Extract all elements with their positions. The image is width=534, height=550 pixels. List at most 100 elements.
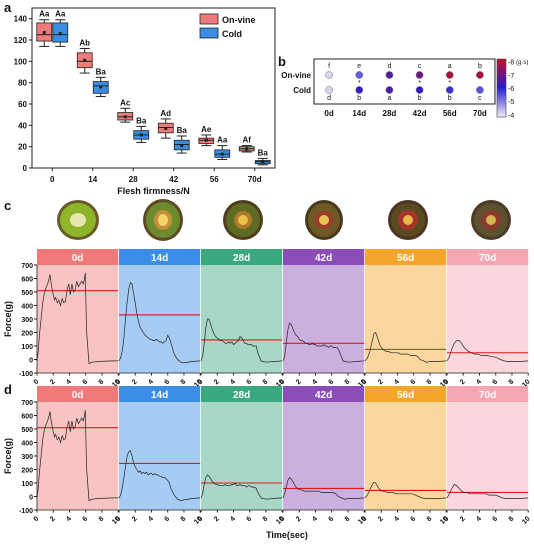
- x-tick-label: 2: [377, 515, 385, 523]
- colorbar-step: [497, 70, 506, 74]
- significance-letter: Ac: [120, 98, 131, 107]
- x-tick-label: 6: [245, 515, 253, 523]
- mean-marker: [99, 85, 103, 89]
- panel-title-0d: 0d: [72, 253, 84, 264]
- panel-label-d: d: [4, 382, 12, 397]
- x-tick-label: 10: [275, 378, 286, 389]
- x-tick-label: 4: [393, 515, 401, 523]
- y-tick-label: 0: [29, 358, 33, 365]
- x-tick-label: 2: [131, 378, 139, 386]
- colorbar-step: [497, 101, 506, 104]
- x-tick-label: 10: [193, 378, 204, 389]
- y-tick-label-a: 60: [18, 100, 27, 109]
- y-tick-label-a: 40: [18, 121, 27, 130]
- y-axis-label: Force(g): [3, 438, 13, 474]
- x-tick-label: 6: [163, 515, 171, 523]
- panel-bg-14d: [119, 265, 201, 373]
- panel-title-28d: 28d: [233, 253, 250, 264]
- colorbar-step: [497, 78, 506, 81]
- panel-bg-70d: [447, 265, 529, 373]
- x-tick-label: 4: [311, 515, 319, 523]
- mean-marker: [42, 31, 46, 35]
- plot-frame-a: [31, 7, 276, 169]
- panel-title-56d: 56d: [397, 253, 414, 264]
- colorbar-step: [497, 68, 506, 72]
- y-tick-label: 300: [21, 317, 33, 324]
- heatmap-cell: [325, 86, 333, 94]
- significance-letter: Ba: [136, 116, 147, 125]
- panel-title-70d: 70d: [479, 253, 496, 264]
- colorbar-step: [497, 59, 506, 62]
- x-tick-label: 6: [491, 515, 499, 523]
- colorbar-step: [497, 111, 506, 114]
- heatmap-star: *: [418, 80, 421, 87]
- heatmap-frame: [313, 58, 496, 105]
- panel-title-28d: 28d: [233, 390, 250, 401]
- panel-label-a: a: [4, 0, 12, 15]
- heatmap-column-label: 0d: [324, 109, 333, 118]
- panel-bg-42d: [283, 402, 365, 510]
- x-tick-label: 2: [49, 378, 57, 386]
- panel-bg-0d: [37, 265, 119, 373]
- significance-letter: Aa: [217, 136, 228, 145]
- panel-title-0d: 0d: [72, 390, 84, 401]
- y-tick-label-a: 140: [14, 15, 28, 24]
- y-tick-label: 400: [21, 441, 33, 448]
- x-tick-label-a: 14: [88, 175, 97, 184]
- panel-bg-28d: [201, 402, 283, 510]
- x-tick-label: 10: [111, 378, 122, 389]
- x-tick-label: 8: [180, 515, 188, 523]
- x-tick-label: 2: [213, 515, 221, 523]
- significance-letter: Ba: [258, 148, 269, 157]
- force-curve-42d: [282, 322, 365, 363]
- force-curve-70d: [446, 340, 529, 362]
- x-tick-label: 8: [344, 378, 352, 386]
- panel-title-42d: 42d: [315, 253, 332, 264]
- force-curve-42d: [282, 477, 365, 500]
- y-tick-label: 200: [21, 468, 33, 475]
- panel-header-14d: [119, 249, 201, 265]
- colorbar-step: [497, 86, 506, 89]
- mean-marker: [180, 144, 184, 148]
- x-tick-label: 6: [81, 378, 89, 386]
- y-tick-label: 700: [21, 400, 33, 407]
- panel-header-56d: [365, 386, 447, 402]
- mean-marker: [139, 133, 143, 137]
- y-tick-label-a: 20: [18, 143, 27, 152]
- y-tick-label-a: 120: [14, 36, 28, 45]
- mean-marker: [123, 115, 127, 119]
- colorbar-step: [497, 88, 506, 91]
- panel-bg-56d: [365, 402, 447, 510]
- panel-label-b: b: [278, 54, 286, 69]
- x-tick-label: 0: [197, 515, 205, 523]
- x-tick-label: 4: [65, 515, 73, 523]
- heatmap-b: On-vine Cold f d 0d e * b 14d d a 28d c * b 42d a * b 56d b c…: [281, 58, 528, 119]
- x-tick-label: 0: [443, 378, 451, 386]
- x-tick-label: 8: [180, 378, 188, 386]
- x-tick-label: 8: [508, 378, 516, 386]
- mean-marker: [204, 138, 208, 142]
- mean-marker: [83, 58, 87, 62]
- colorbar-step: [497, 82, 506, 85]
- heatmap-cell: [476, 71, 484, 79]
- x-tick-label: 8: [262, 515, 270, 523]
- x-tick-label: 2: [295, 378, 303, 386]
- colorbar-tick-label: -6: [508, 86, 514, 93]
- x-tick-label: 4: [475, 378, 483, 386]
- y-tick-label: -100: [19, 371, 33, 378]
- panel-header-14d: [119, 386, 201, 402]
- colorbar-step: [497, 74, 506, 77]
- x-tick-label: 4: [475, 515, 483, 523]
- legend-swatch-on-vine: [199, 13, 219, 25]
- significance-letter: Ab: [79, 39, 90, 48]
- heatmap-bottom-letter: b: [448, 95, 452, 102]
- y-axis-label: Force(g): [3, 301, 13, 337]
- x-tick-label: 10: [111, 515, 122, 526]
- colorbar-tick-label: -5: [508, 99, 514, 106]
- x-tick-label: 6: [327, 515, 335, 523]
- colorbar-step: [497, 80, 506, 83]
- colorbar-step: [497, 60, 506, 64]
- y-tick-label: 300: [21, 454, 33, 461]
- heatmap-cell: [445, 86, 454, 94]
